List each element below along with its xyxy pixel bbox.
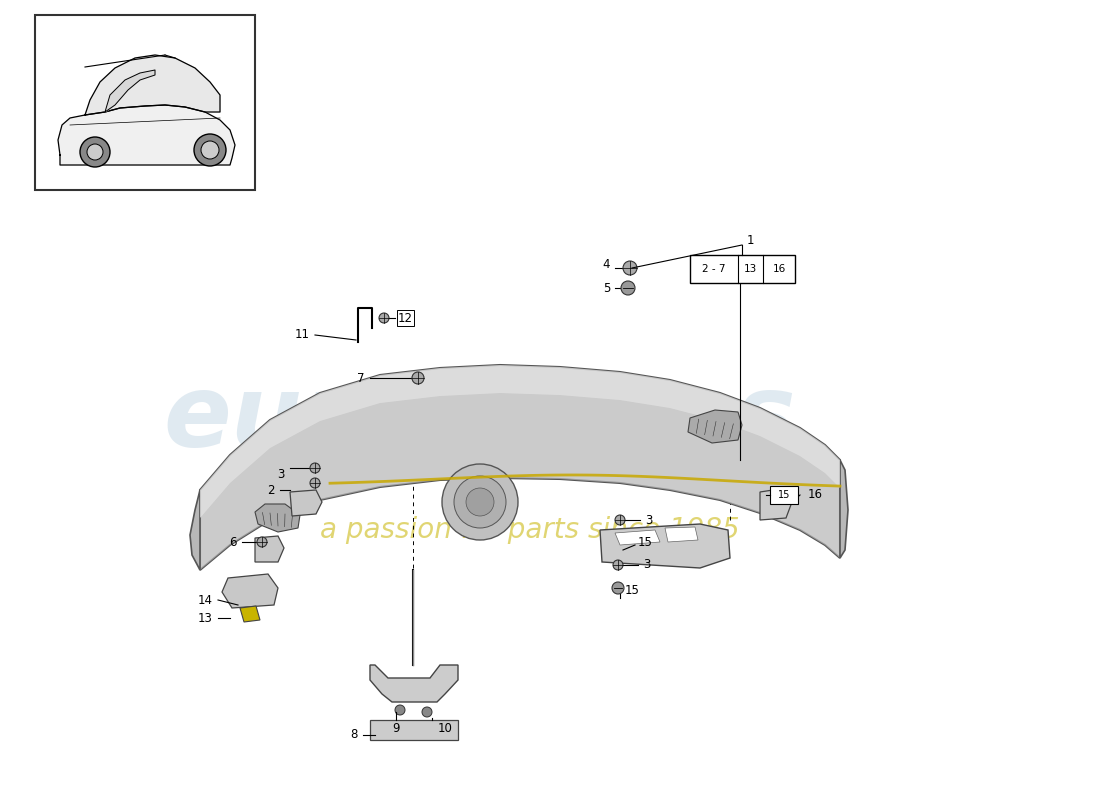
Bar [690,255,795,283]
Text: a passion for parts since 1985: a passion for parts since 1985 [320,516,740,544]
Text: 16: 16 [772,264,785,274]
Text: 13: 13 [744,264,757,274]
Text: 8: 8 [351,729,358,742]
Polygon shape [615,530,660,545]
Text: 14: 14 [198,594,213,606]
Text: 2 - 7: 2 - 7 [702,264,726,274]
Polygon shape [666,527,698,542]
Polygon shape [85,55,220,115]
Polygon shape [58,105,235,165]
Polygon shape [370,720,458,740]
Circle shape [612,582,624,594]
Text: 15: 15 [778,490,790,500]
Text: 15: 15 [625,583,640,597]
Circle shape [87,144,103,160]
Text: 3: 3 [277,469,285,482]
Text: 11: 11 [295,329,310,342]
Text: 7: 7 [358,371,365,385]
Text: 2: 2 [267,483,275,497]
Polygon shape [840,460,848,558]
Circle shape [395,705,405,715]
Circle shape [442,464,518,540]
Text: 13: 13 [198,611,213,625]
Text: 10: 10 [438,722,453,735]
Circle shape [379,313,389,323]
Bar [770,486,798,504]
Polygon shape [240,606,260,622]
Circle shape [257,537,267,547]
Polygon shape [190,490,200,570]
Circle shape [623,261,637,275]
Polygon shape [200,365,840,570]
Text: eurospares: eurospares [164,371,796,469]
Circle shape [412,372,424,384]
Circle shape [194,134,226,166]
Polygon shape [255,504,300,532]
Polygon shape [200,365,840,518]
Text: 3: 3 [644,558,650,571]
Polygon shape [688,410,742,443]
Text: 6: 6 [230,535,236,549]
Bar [35,15,255,190]
Circle shape [201,141,219,159]
Polygon shape [200,393,840,570]
Text: 15: 15 [638,537,653,550]
Polygon shape [760,488,792,520]
Circle shape [613,560,623,570]
Circle shape [466,488,494,516]
Circle shape [310,478,320,488]
Circle shape [615,515,625,525]
Text: 3: 3 [645,514,652,526]
Text: 5: 5 [603,282,611,294]
Circle shape [621,281,635,295]
Polygon shape [222,574,278,608]
Text: 9: 9 [393,722,399,735]
Circle shape [310,463,320,473]
Circle shape [80,137,110,167]
Text: 1: 1 [747,234,755,246]
Circle shape [422,707,432,717]
Text: 12: 12 [398,311,412,325]
Polygon shape [600,524,730,568]
Polygon shape [255,536,284,562]
Text: 16: 16 [808,489,823,502]
Circle shape [454,476,506,528]
Polygon shape [290,490,322,516]
Text: 4: 4 [603,258,611,271]
Polygon shape [370,665,458,702]
Polygon shape [104,70,155,112]
